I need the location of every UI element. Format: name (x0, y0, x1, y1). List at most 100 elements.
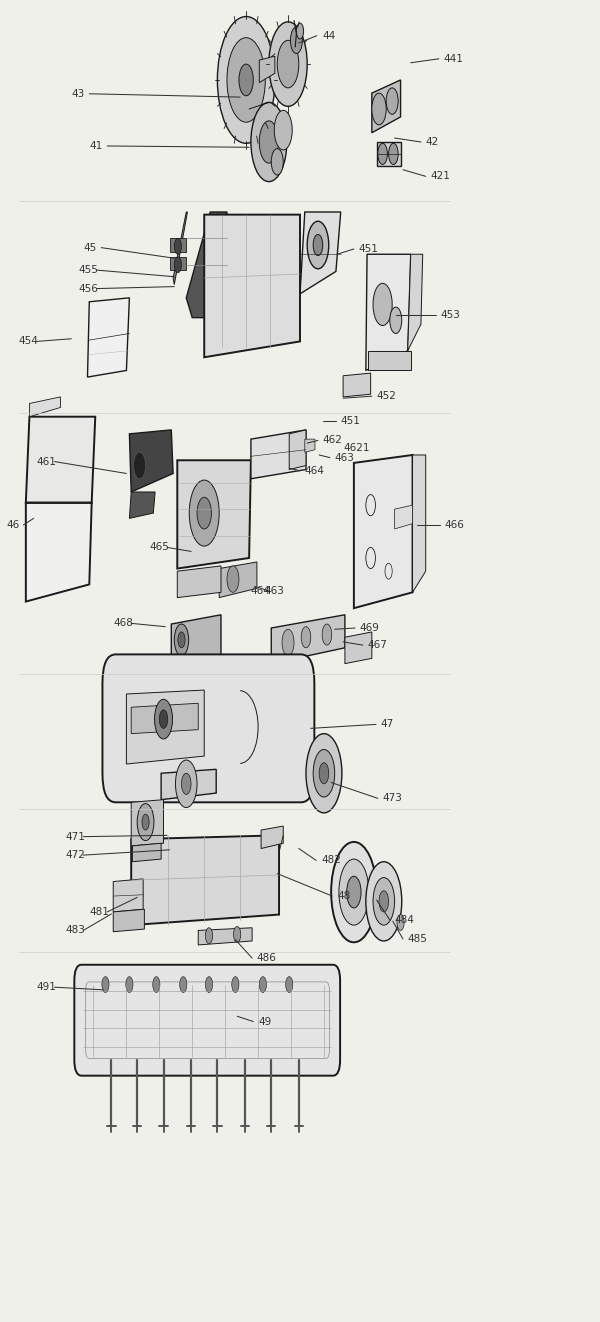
Text: 461: 461 (37, 456, 56, 467)
Circle shape (239, 63, 253, 95)
Text: 472: 472 (65, 850, 85, 861)
Circle shape (232, 977, 239, 993)
Text: 41: 41 (89, 141, 103, 151)
Polygon shape (261, 826, 283, 849)
Circle shape (153, 977, 160, 993)
Polygon shape (343, 373, 371, 397)
Circle shape (277, 40, 299, 87)
Polygon shape (366, 254, 411, 370)
Circle shape (251, 102, 287, 181)
Circle shape (313, 234, 323, 255)
Polygon shape (171, 615, 221, 664)
Text: 451: 451 (359, 245, 379, 254)
Polygon shape (377, 141, 401, 165)
Circle shape (174, 238, 181, 254)
Text: 471: 471 (65, 832, 85, 842)
Circle shape (259, 120, 278, 163)
Polygon shape (204, 214, 300, 357)
Circle shape (179, 977, 187, 993)
Circle shape (366, 862, 402, 941)
Text: 464: 464 (251, 586, 271, 596)
Polygon shape (345, 632, 372, 664)
Circle shape (339, 859, 369, 925)
Polygon shape (372, 79, 401, 132)
Polygon shape (173, 212, 187, 284)
Text: 455: 455 (79, 266, 98, 275)
Circle shape (227, 566, 239, 592)
Circle shape (389, 143, 398, 164)
Circle shape (282, 629, 294, 656)
Polygon shape (271, 615, 345, 664)
Circle shape (390, 307, 402, 333)
Polygon shape (131, 703, 198, 734)
Polygon shape (413, 455, 426, 592)
Circle shape (313, 750, 335, 797)
Circle shape (175, 760, 197, 808)
Polygon shape (127, 690, 204, 764)
Text: 451: 451 (341, 415, 361, 426)
Circle shape (155, 699, 172, 739)
Circle shape (197, 497, 211, 529)
Text: 45: 45 (83, 243, 97, 253)
Text: 483: 483 (65, 925, 85, 936)
Text: 462: 462 (323, 435, 343, 446)
Polygon shape (130, 492, 155, 518)
Circle shape (233, 927, 241, 943)
Circle shape (269, 22, 307, 106)
Circle shape (142, 814, 149, 830)
Text: 454: 454 (19, 336, 38, 346)
Polygon shape (305, 439, 315, 452)
Text: 452: 452 (377, 391, 397, 401)
Circle shape (137, 804, 154, 841)
Text: 46: 46 (7, 520, 20, 530)
Circle shape (178, 632, 185, 648)
Circle shape (397, 915, 404, 931)
Text: 49: 49 (258, 1017, 271, 1026)
Polygon shape (26, 416, 95, 502)
Polygon shape (300, 212, 341, 293)
Polygon shape (29, 397, 61, 416)
Polygon shape (177, 566, 221, 598)
Circle shape (322, 624, 332, 645)
Text: 43: 43 (71, 89, 85, 99)
Text: 468: 468 (113, 619, 133, 628)
Circle shape (378, 143, 388, 164)
Circle shape (217, 17, 275, 143)
Circle shape (373, 878, 395, 925)
Polygon shape (289, 430, 306, 469)
Circle shape (331, 842, 377, 943)
Circle shape (274, 110, 292, 149)
Circle shape (102, 977, 109, 993)
Polygon shape (161, 769, 216, 800)
Circle shape (307, 221, 329, 268)
Circle shape (379, 891, 389, 912)
Circle shape (373, 283, 392, 325)
Circle shape (189, 480, 219, 546)
Text: 441: 441 (443, 54, 464, 63)
Circle shape (290, 28, 302, 53)
Text: 482: 482 (321, 855, 341, 866)
Circle shape (347, 876, 361, 908)
Text: 466: 466 (445, 520, 465, 530)
Polygon shape (219, 562, 257, 598)
Text: 456: 456 (79, 284, 98, 293)
FancyBboxPatch shape (103, 654, 314, 802)
Text: 4621: 4621 (343, 443, 370, 453)
Text: 491: 491 (37, 982, 56, 993)
Circle shape (271, 148, 283, 175)
Circle shape (181, 773, 191, 795)
Circle shape (160, 710, 168, 728)
Text: 481: 481 (89, 907, 109, 917)
Polygon shape (113, 879, 143, 912)
Polygon shape (408, 254, 423, 350)
Polygon shape (177, 460, 251, 568)
Text: 465: 465 (149, 542, 169, 553)
FancyBboxPatch shape (74, 965, 340, 1076)
Text: 484: 484 (395, 915, 415, 925)
Circle shape (386, 87, 398, 114)
Polygon shape (131, 800, 164, 846)
Text: 463: 463 (335, 452, 355, 463)
Text: 486: 486 (257, 953, 277, 964)
Polygon shape (368, 350, 411, 370)
Circle shape (259, 977, 266, 993)
